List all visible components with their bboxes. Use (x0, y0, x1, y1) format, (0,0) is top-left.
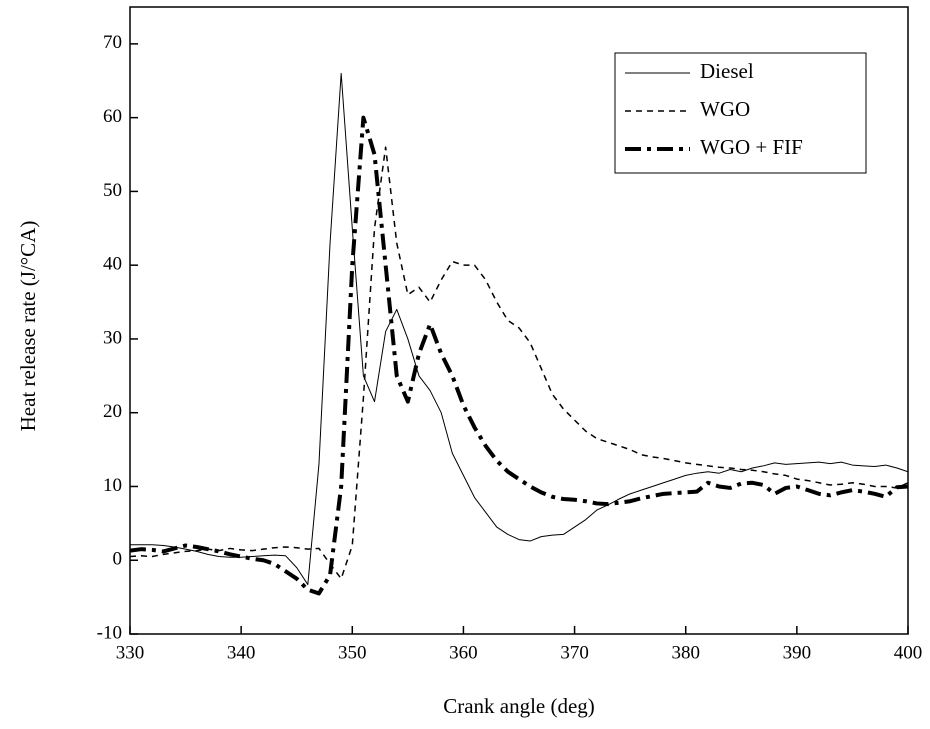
y-tick-label: 60 (103, 106, 122, 127)
y-tick-label: 0 (113, 549, 123, 570)
series-line (129, 146, 909, 580)
y-tick-label: -10 (97, 622, 122, 643)
series-line (129, 115, 909, 596)
series-line (130, 72, 909, 586)
x-tick-label: 380 (671, 642, 700, 663)
legend-label: Diesel (700, 59, 754, 83)
legend-label: WGO + FIF (700, 135, 803, 159)
y-tick-label: 30 (103, 327, 122, 348)
x-tick-label: 400 (894, 642, 923, 663)
x-tick-label: 390 (783, 642, 812, 663)
x-tick-label: 340 (227, 642, 256, 663)
x-tick-label: 370 (560, 642, 589, 663)
x-tick-label: 330 (116, 642, 145, 663)
y-tick-label: 20 (103, 401, 122, 422)
x-tick-label: 350 (338, 642, 367, 663)
x-tick-label: 360 (449, 642, 478, 663)
x-axis-label: Crank angle (deg) (443, 694, 595, 718)
y-tick-label: 10 (103, 475, 122, 496)
legend-label: WGO (700, 97, 750, 121)
y-tick-label: 50 (103, 180, 122, 201)
plot-frame (129, 6, 909, 635)
y-tick-label: 70 (103, 32, 122, 53)
y-tick-label: 40 (103, 254, 122, 275)
y-axis-label: Heat release rate (J/°CA) (16, 221, 40, 432)
